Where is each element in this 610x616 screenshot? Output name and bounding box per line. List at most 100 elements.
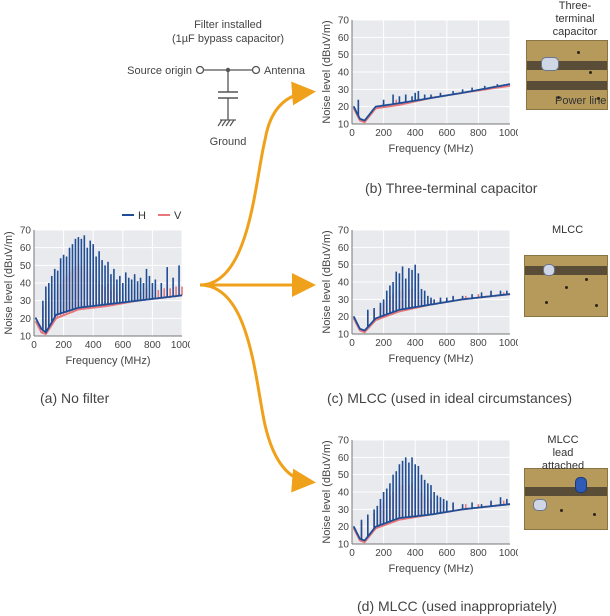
x-tick-label: 800 — [470, 128, 487, 139]
x-tick-label: 1000 — [499, 338, 518, 349]
y-tick-label: 40 — [20, 279, 32, 290]
y-tick-label: 70 — [338, 436, 350, 447]
x-tick-label: 0 — [349, 548, 355, 559]
x-axis-label: Frequency (MHz) — [389, 353, 474, 365]
chart-d: 10 20 30 40 50 60 70 0 200 400 600 800 1000 Frequency… — [321, 436, 518, 576]
y-tick-label: 70 — [20, 226, 32, 237]
label-mlcc-lead: MLCC lead attached — [541, 434, 585, 472]
x-tick-label: 400 — [407, 128, 424, 139]
component-three-terminal — [541, 57, 559, 71]
x-tick-label: 0 — [31, 340, 37, 351]
y-tick-label: 30 — [20, 296, 32, 307]
y-tick-label: 40 — [338, 68, 350, 79]
y-tick-label: 30 — [338, 295, 350, 306]
x-tick-label: 1000 — [499, 128, 518, 139]
y-tick-label: 60 — [338, 453, 350, 464]
component-mlcc-lead — [575, 477, 587, 493]
label-power-line: Power line — [555, 95, 607, 107]
x-tick-label: 200 — [375, 548, 392, 559]
filter-schematic: Filter installed (1µF bypass capacitor) … — [110, 10, 310, 155]
y-tick-label: 50 — [20, 261, 32, 272]
x-tick-label: 800 — [470, 338, 487, 349]
arrows — [199, 81, 316, 493]
arrow-to-d — [199, 283, 316, 493]
y-axis-label: Noise level (dBuV/m) — [3, 231, 15, 334]
photo-three-terminal — [526, 40, 608, 110]
x-tick-label: 200 — [375, 128, 392, 139]
x-tick-label: 600 — [114, 340, 131, 351]
y-tick-label: 60 — [338, 33, 350, 44]
x-tick-label: 0 — [349, 338, 355, 349]
y-tick-label: 40 — [338, 488, 350, 499]
x-tick-label: 400 — [85, 340, 102, 351]
caption-a: (a) No filter — [40, 390, 110, 406]
source-terminal — [195, 65, 205, 75]
y-axis-label: Noise level (dBuV/m) — [321, 230, 333, 333]
x-tick-label: 400 — [407, 338, 424, 349]
x-tick-label: 200 — [375, 338, 392, 349]
x-tick-label: 800 — [470, 548, 487, 559]
y-tick-label: 60 — [338, 243, 350, 254]
arrow-to-b — [199, 81, 316, 287]
label-three-terminal-text: Three-terminal capacitor — [552, 0, 598, 38]
chart-b: 10 20 30 40 50 60 70 0 200 400 600 800 1000 Frequency… — [321, 16, 518, 156]
x-tick-label: 400 — [407, 548, 424, 559]
y-tick-label: 10 — [20, 332, 32, 343]
x-tick-label: 1000 — [499, 548, 518, 559]
series-h — [352, 83, 511, 122]
x-tick-label: 800 — [144, 340, 161, 351]
y-axis-label: Noise level (dBuV/m) — [321, 20, 333, 123]
legend-svg: H V — [122, 210, 182, 222]
x-tick-label: 600 — [438, 548, 455, 559]
label-mlcc: MLCC — [552, 224, 584, 236]
y-tick-label: 30 — [338, 505, 350, 516]
caption-c: (c) MLCC (used in ideal circumstances) — [327, 390, 573, 406]
y-tick-label: 30 — [338, 85, 350, 96]
schematic-title-line2: (1µF bypass capacitor) — [172, 33, 284, 45]
y-tick-label: 70 — [338, 226, 350, 237]
series-h — [352, 457, 511, 542]
antenna-label: Antenna — [264, 65, 306, 77]
x-tick-label: 0 — [349, 128, 355, 139]
caption-b: (b) Three-terminal capacitor — [365, 180, 538, 196]
x-axis-label: Frequency (MHz) — [66, 355, 151, 367]
y-tick-label: 70 — [338, 16, 350, 27]
x-tick-label: 200 — [55, 340, 72, 351]
y-tick-label: 50 — [338, 470, 350, 481]
legend-v-label: V — [174, 210, 182, 222]
series-h — [352, 264, 511, 332]
ground-label: Ground — [210, 136, 247, 148]
y-tick-label: 50 — [338, 260, 350, 271]
y-axis-label: Noise level (dBuV/m) — [321, 440, 333, 543]
y-tick-label: 60 — [20, 243, 32, 254]
photo-mlcc-ideal — [524, 255, 608, 317]
y-tick-label: 10 — [338, 540, 350, 551]
x-axis-label: Frequency (MHz) — [389, 563, 474, 575]
y-tick-label: 10 — [338, 120, 350, 131]
x-axis-label: Frequency (MHz) — [389, 143, 474, 155]
y-tick-label: 20 — [338, 102, 350, 113]
series-h — [34, 235, 183, 334]
y-tick-label: 10 — [338, 330, 350, 341]
x-tick-label: 600 — [438, 128, 455, 139]
y-tick-label: 20 — [20, 314, 32, 325]
component-mlcc — [543, 264, 555, 276]
schematic-drawing: Filter installed (1µF bypass capacitor) … — [127, 19, 306, 148]
photo-mlcc-lead — [524, 468, 608, 530]
y-tick-label: 50 — [338, 50, 350, 61]
x-tick-label: 600 — [438, 338, 455, 349]
schematic-title-line1: Filter installed — [194, 19, 262, 31]
chart-c: 10 20 30 40 50 60 70 0 200 400 600 800 1000 Frequency… — [321, 226, 518, 366]
legend-h-label: H — [138, 210, 146, 222]
caption-d: (d) MLCC (used inappropriately) — [357, 598, 557, 614]
y-tick-label: 20 — [338, 312, 350, 323]
y-tick-label: 40 — [338, 278, 350, 289]
label-three-terminal: Three-terminal capacitor — [530, 0, 610, 39]
y-tick-label: 20 — [338, 522, 350, 533]
source-origin-label: Source origin — [127, 65, 192, 77]
antenna-terminal — [251, 65, 261, 75]
ground-symbol — [217, 119, 236, 127]
x-tick-label: 1000 — [171, 340, 190, 351]
chart-a: 10 20 30 40 50 60 70 0 200 400 600 800 1000 Frequency… — [3, 226, 190, 368]
legend: H V — [120, 208, 200, 222]
